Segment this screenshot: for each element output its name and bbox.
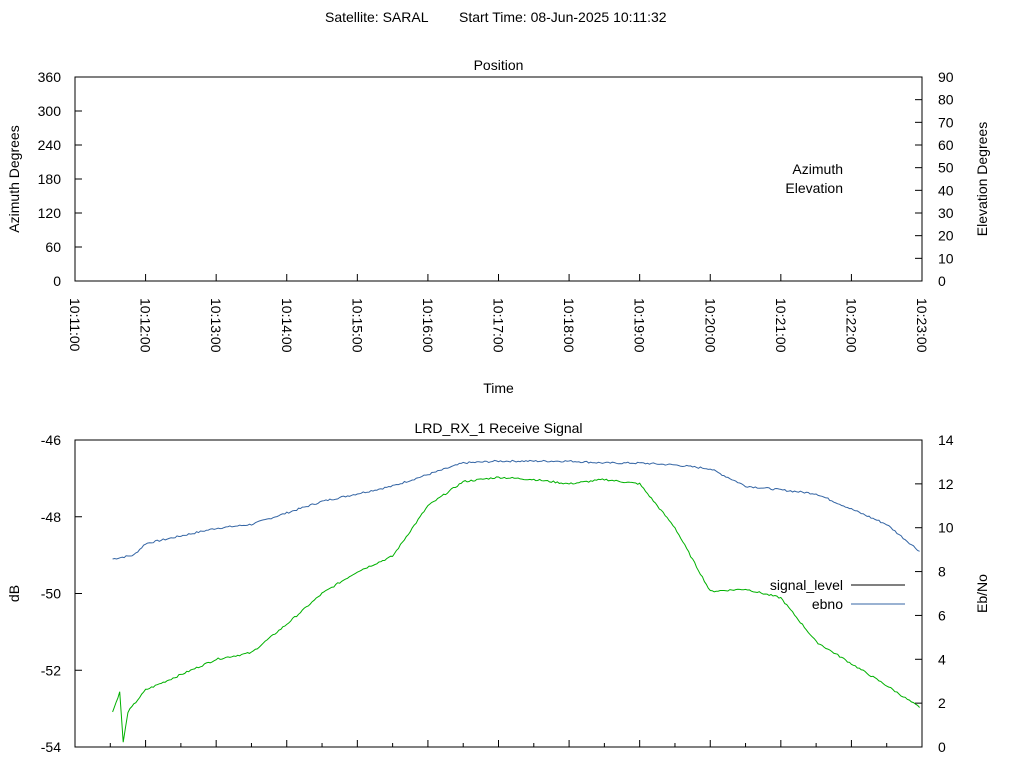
y-axis-label: Azimuth Degrees [6, 125, 22, 232]
x-tick-label: 10:17:00 [491, 298, 507, 353]
y-tick-label: 0 [53, 273, 61, 289]
x-tick-label: 10:21:00 [773, 298, 789, 353]
y2-tick-label: 30 [938, 205, 954, 221]
y2-tick-label: 40 [938, 182, 954, 198]
y-tick-label: -48 [41, 509, 61, 525]
y-tick-label: 360 [38, 69, 62, 85]
y2-tick-label: 70 [938, 114, 954, 130]
y-axis-label: dB [6, 585, 22, 602]
y2-tick-label: 12 [938, 476, 954, 492]
series-line [113, 211, 920, 271]
legend-label: Azimuth [792, 161, 843, 177]
x-tick-label: 10:11:00 [67, 298, 83, 352]
y2-tick-label: 90 [938, 69, 954, 85]
plot-border [74, 439, 923, 748]
y2-tick-label: 2 [938, 695, 946, 711]
x-tick-label: 10:15:00 [349, 298, 365, 353]
x-tick-label: 10:20:00 [702, 298, 718, 353]
x-tick-label: 10:12:00 [138, 298, 154, 353]
y-tick-label: -50 [41, 586, 61, 602]
plot-title: LRD_RX_1 Receive Signal [414, 420, 582, 436]
x-axis-label: Time [483, 380, 514, 396]
y-tick-label: -46 [41, 432, 61, 448]
y-tick-label: 180 [38, 171, 62, 187]
x-tick-label: 10:13:00 [208, 298, 224, 353]
legend-label: ebno [812, 596, 843, 612]
series-line [112, 459, 920, 560]
header-start-time: Start Time: 08-Jun-2025 10:11:32 [459, 9, 667, 25]
y2-tick-label: 10 [938, 250, 954, 266]
series-line [112, 476, 920, 743]
receive-signal-plot: LRD_RX_1 Receive Signal -54 -52 -50 -48 -46 0 2… [6, 420, 990, 755]
x-tick-label: 10:14:00 [279, 298, 295, 353]
y2-tick-label: 60 [938, 137, 954, 153]
y2-tick-label: 6 [938, 607, 946, 623]
header-satellite: Satellite: SARAL [325, 9, 429, 25]
y2-tick-label: 20 [938, 228, 954, 244]
plot-border [74, 76, 923, 282]
y2-axis-label: Elevation Degrees [974, 122, 990, 236]
y2-tick-label: 10 [938, 520, 954, 536]
x-tick-label: 10:22:00 [843, 298, 859, 353]
y-tick-label: 120 [38, 205, 62, 221]
y-tick-label: 60 [45, 239, 61, 255]
y-tick-label: 300 [38, 103, 62, 119]
y-tick-label: -54 [41, 739, 61, 755]
x-tick-label: 10:16:00 [420, 298, 436, 353]
y2-tick-label: 14 [938, 432, 954, 448]
y-tick-label: 240 [38, 137, 62, 153]
y2-axis-label: Eb/No [974, 574, 990, 613]
y-tick-label: -52 [41, 662, 61, 678]
y2-tick-label: 0 [938, 739, 946, 755]
series-line [113, 202, 920, 278]
y2-tick-label: 4 [938, 651, 946, 667]
position-plot: Position 0 60 120 180 240 300 360 0 10 20 30 40 50 60 7… [6, 57, 990, 396]
y2-tick-label: 0 [938, 273, 946, 289]
legend-label: Elevation [785, 180, 843, 196]
y2-tick-label: 8 [938, 564, 946, 580]
x-tick-label: 10:19:00 [632, 298, 648, 353]
plot-title: Position [474, 57, 524, 73]
y2-tick-label: 50 [938, 160, 954, 176]
legend-label: signal_level [770, 577, 843, 593]
x-tick-label: 10:23:00 [914, 298, 930, 353]
y2-tick-label: 80 [938, 92, 954, 108]
x-tick-label: 10:18:00 [561, 298, 577, 353]
